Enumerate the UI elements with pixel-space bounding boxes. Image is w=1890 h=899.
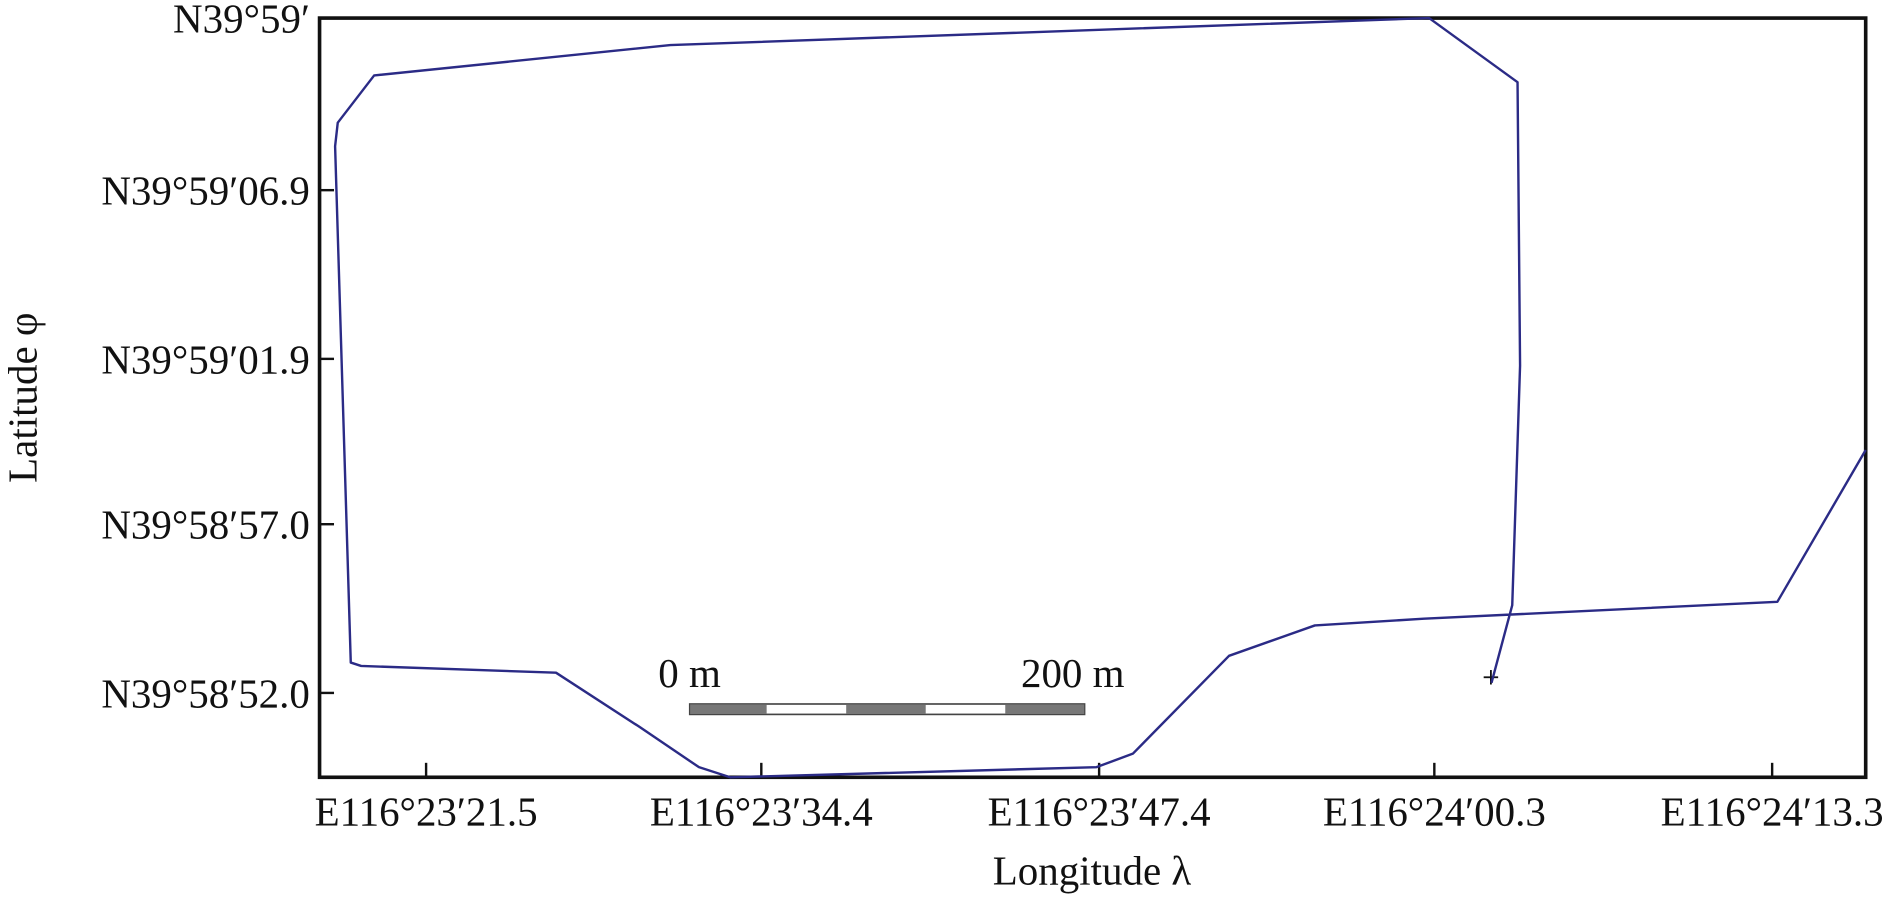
x-tick-label: E116°23′21.5 (315, 788, 538, 834)
scale-end-label: 200 m (1021, 650, 1125, 696)
x-tick-label: E116°24′00.3 (1323, 788, 1546, 834)
y-tick-label: N39°58′57.0 (101, 502, 310, 548)
y-tick-label: N39°59′06.9 (101, 168, 310, 214)
y-tick-label: N39°59′01.9 (101, 336, 310, 382)
y-axis-label: Latitude φ (0, 312, 45, 482)
x-tick-label: E116°23′34.4 (650, 788, 873, 834)
track-line (333, 16, 1867, 779)
x-axis-label: Longitude λ (993, 848, 1192, 894)
plot-frame (317, 16, 1868, 780)
x-tick-label: E116°23′47.4 (988, 788, 1211, 834)
scale-start-label: 0 m (658, 650, 721, 696)
scale-bar: 0 m 200 m (658, 650, 1125, 716)
x-tick-label: E116°24′13.3 (1661, 788, 1884, 834)
y-tick-label: N39°58′52.0 (101, 670, 310, 716)
y-tick-label: N39°59′ (173, 0, 310, 42)
